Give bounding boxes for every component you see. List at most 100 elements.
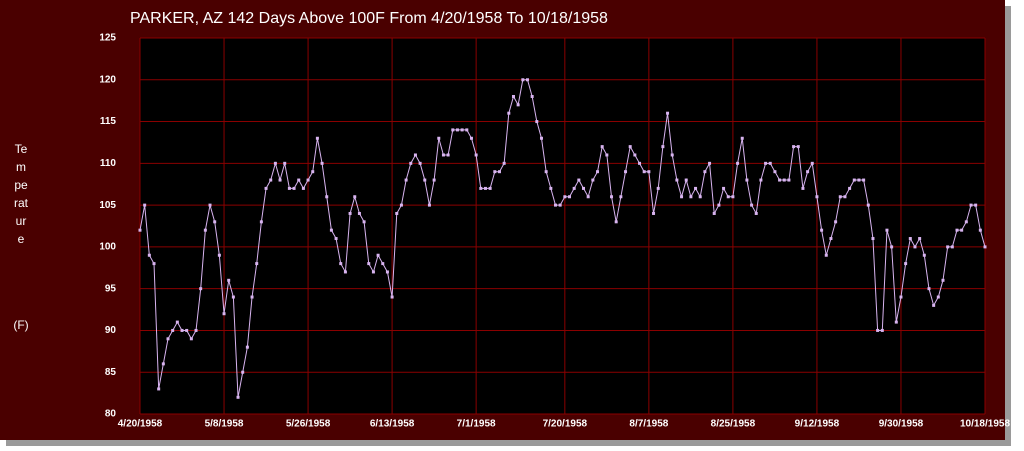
data-point: [371, 270, 375, 274]
data-point: [385, 270, 389, 274]
data-point: [460, 128, 464, 132]
data-point: [936, 295, 940, 299]
data-point: [918, 237, 922, 241]
data-point: [796, 145, 800, 149]
data-point: [815, 195, 819, 199]
data-point: [712, 211, 716, 215]
x-tick-label: 5/8/1958: [205, 419, 244, 430]
data-point: [521, 78, 525, 82]
data-point: [353, 195, 357, 199]
data-point: [297, 178, 301, 182]
y-tick-label: 80: [105, 409, 117, 420]
data-point: [857, 178, 861, 182]
data-point: [698, 195, 702, 199]
data-point: [745, 178, 749, 182]
data-point: [287, 186, 291, 190]
data-point: [399, 203, 403, 207]
data-point: [820, 228, 824, 232]
data-point: [885, 228, 889, 232]
y-tick-label: 100: [99, 242, 116, 253]
data-point: [143, 203, 147, 207]
data-point: [960, 228, 964, 232]
data-point: [245, 345, 249, 349]
data-point: [362, 220, 366, 224]
data-point: [404, 178, 408, 182]
data-point: [250, 295, 254, 299]
data-point: [339, 262, 343, 266]
data-point: [834, 220, 838, 224]
data-point: [138, 228, 142, 232]
data-point: [329, 228, 333, 232]
data-point: [264, 186, 268, 190]
data-point: [175, 320, 179, 324]
x-tick-label: 8/25/1958: [711, 419, 756, 430]
data-point: [670, 153, 674, 157]
y-tick-label: 105: [99, 200, 116, 211]
data-point: [437, 136, 441, 140]
data-point: [638, 161, 642, 165]
data-point: [455, 128, 459, 132]
data-point: [754, 211, 758, 215]
data-point: [624, 170, 628, 174]
data-point: [978, 228, 982, 232]
data-point: [441, 153, 445, 157]
data-point: [152, 262, 156, 266]
data-point: [759, 178, 763, 182]
data-point: [530, 94, 534, 98]
data-point: [474, 153, 478, 157]
data-point: [642, 170, 646, 174]
data-point: [908, 237, 912, 241]
data-point: [750, 203, 754, 207]
data-point: [222, 312, 226, 316]
data-point: [708, 161, 712, 165]
data-point: [899, 295, 903, 299]
data-point: [586, 195, 590, 199]
data-point: [605, 153, 609, 157]
data-point: [894, 320, 898, 324]
data-point: [927, 287, 931, 291]
data-point: [194, 328, 198, 332]
data-point: [553, 203, 557, 207]
data-point: [628, 145, 632, 149]
data-point: [306, 178, 310, 182]
data-point: [241, 370, 245, 374]
data-point: [227, 278, 231, 282]
data-point: [427, 203, 431, 207]
data-point: [418, 161, 422, 165]
data-point: [694, 186, 698, 190]
x-tick-label: 4/20/1958: [118, 419, 163, 430]
data-point: [465, 128, 469, 132]
x-tick-label: 6/13/1958: [370, 419, 415, 430]
data-point: [497, 170, 501, 174]
data-point: [633, 153, 637, 157]
data-point: [516, 103, 520, 107]
data-point: [824, 253, 828, 257]
data-point: [278, 178, 282, 182]
data-point: [810, 161, 814, 165]
data-point: [488, 186, 492, 190]
data-point: [171, 328, 175, 332]
data-point: [166, 337, 170, 341]
data-point: [689, 195, 693, 199]
data-point: [325, 195, 329, 199]
data-point: [395, 211, 399, 215]
data-point: [577, 178, 581, 182]
data-point: [563, 195, 567, 199]
data-point: [680, 195, 684, 199]
data-point: [838, 195, 842, 199]
data-point: [941, 278, 945, 282]
data-point: [610, 195, 614, 199]
data-point: [736, 161, 740, 165]
data-point: [647, 170, 651, 174]
data-point: [381, 262, 385, 266]
data-point: [507, 111, 511, 115]
x-tick-label: 10/18/1958: [960, 419, 1010, 430]
data-point: [773, 170, 777, 174]
data-point: [950, 245, 954, 249]
data-point: [717, 203, 721, 207]
data-point: [764, 161, 768, 165]
data-point: [904, 262, 908, 266]
data-point: [348, 211, 352, 215]
data-point: [483, 186, 487, 190]
